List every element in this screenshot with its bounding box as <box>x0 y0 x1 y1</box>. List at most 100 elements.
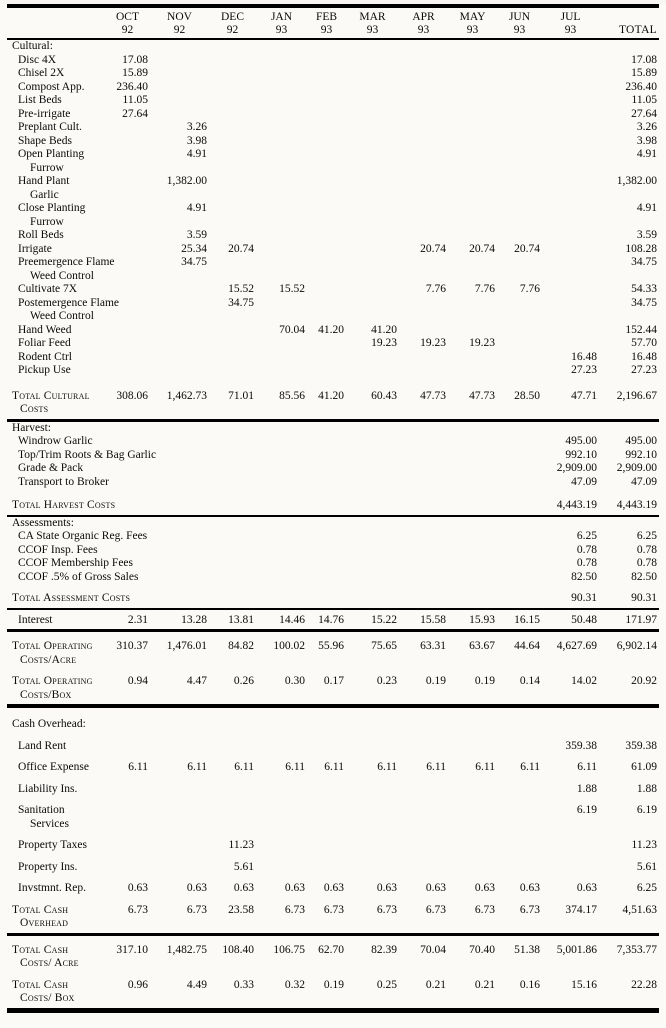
amount-cell: 15.22 <box>346 608 399 632</box>
amount-cell <box>399 94 448 108</box>
amount-cell: 100.02 <box>273 640 305 652</box>
amount-cell <box>150 489 209 517</box>
amount-cell: 0.63 <box>519 882 540 894</box>
amount-cell <box>448 202 497 229</box>
amount-cell <box>209 135 256 149</box>
amount-cell <box>448 256 497 283</box>
amount-cell <box>448 351 497 365</box>
amount-cell: 0.78 <box>636 543 657 556</box>
amount-cell <box>346 108 399 122</box>
amount-cell <box>448 108 497 122</box>
amount-cell <box>399 67 448 81</box>
amount-cell: 0.63 <box>323 882 344 894</box>
amount-cell <box>256 297 307 324</box>
amount-cell <box>542 337 599 351</box>
amount-cell <box>150 449 209 463</box>
amount-cell <box>542 121 599 135</box>
amount-cell <box>497 202 542 229</box>
amount-cell: 5,001.86 <box>556 943 597 956</box>
amount-cell <box>256 516 307 531</box>
row-label: Irrigate <box>18 242 52 255</box>
amount-cell <box>346 853 399 875</box>
row-label: Cultural: <box>12 40 53 52</box>
row-label: Property Taxes <box>18 839 87 851</box>
row-label: Grade & Pack <box>18 462 84 474</box>
row-label: Harvest: <box>12 421 51 434</box>
amount-cell: 0.63 <box>233 882 254 894</box>
row-label: Total Cash Overhead <box>7 895 105 936</box>
amount-cell <box>399 853 448 875</box>
amount-cell <box>542 831 599 853</box>
amount-cell <box>448 175 497 202</box>
total-row: Total Harvest Costs 4,443.19 4,443.19 <box>7 489 659 517</box>
amount-cell: 152.44 <box>625 323 657 336</box>
amount-cell: 14.76 <box>307 608 346 632</box>
amount-cell <box>542 67 599 81</box>
amount-cell <box>542 202 599 229</box>
amount-cell <box>448 516 497 531</box>
amount-cell: 63.31 <box>420 640 446 652</box>
amount-cell: 3.26 <box>186 121 207 133</box>
amount-cell: 11.05 <box>122 94 148 106</box>
amount-cell <box>346 135 399 149</box>
section-row: Cash Overhead: <box>7 706 659 732</box>
amount-cell <box>307 351 346 365</box>
amount-cell <box>399 584 448 610</box>
amount-cell <box>209 449 256 463</box>
amount-cell <box>209 94 256 108</box>
amount-cell <box>497 324 542 338</box>
amount-cell <box>150 462 209 476</box>
month-column-header: MAR 93 <box>346 4 399 40</box>
amount-cell: 6.73 <box>399 895 448 936</box>
row-label: CCOF Insp. Fees <box>18 543 98 556</box>
amount-cell: 1.88 <box>636 782 657 795</box>
amount-cell <box>256 54 307 68</box>
amount-cell <box>346 202 399 229</box>
amount-cell <box>209 516 256 531</box>
amount-cell: 2,196.67 <box>599 377 659 422</box>
row-label: Total Operating Costs/Acre <box>12 640 93 666</box>
amount-cell <box>448 571 497 585</box>
amount-cell <box>399 175 448 202</box>
row-label: Open Planting Furrow <box>18 148 85 174</box>
amount-cell <box>307 94 346 108</box>
amount-cell: 50.48 <box>542 608 599 632</box>
amount-cell <box>150 81 209 95</box>
amount-cell <box>448 853 497 875</box>
amount-cell: 6.73 <box>497 895 542 936</box>
amount-cell <box>497 337 542 351</box>
amount-cell <box>105 135 150 149</box>
amount-cell <box>542 81 599 95</box>
amount-cell <box>399 796 448 831</box>
amount-cell <box>448 324 497 338</box>
amount-cell: 75.65 <box>371 640 397 652</box>
amount-cell <box>209 530 256 544</box>
amount-cell <box>346 544 399 558</box>
amount-cell <box>448 544 497 558</box>
amount-cell <box>497 584 542 610</box>
amount-cell: 6.11 <box>285 761 305 773</box>
amount-cell <box>209 256 256 283</box>
amount-cell <box>209 706 256 732</box>
amount-cell: 3.98 <box>186 134 207 147</box>
amount-cell <box>209 351 256 365</box>
amount-cell <box>150 67 209 81</box>
row-label: Shape Beds <box>18 134 72 147</box>
amount-cell <box>542 324 599 338</box>
item-row: Land Rent 359.38 359.38 <box>7 732 659 754</box>
amount-cell: 4.47 <box>150 667 209 708</box>
amount-cell: 82.50 <box>571 570 597 583</box>
row-label: Foliar Feed <box>18 337 71 349</box>
amount-cell <box>256 796 307 831</box>
amount-cell: 4.49 <box>150 970 209 1013</box>
row-label: Total Assessment Costs <box>7 584 130 610</box>
row-label: Total Cash Costs/ Acre <box>12 943 79 970</box>
amount-cell <box>346 775 399 797</box>
amount-cell: 374.17 <box>542 895 599 936</box>
row-label: Assessments: <box>12 516 74 529</box>
amount-cell: 4,443.19 <box>542 489 599 517</box>
amount-cell: 6.11 <box>475 761 495 773</box>
amount-cell <box>105 706 150 732</box>
amount-cell <box>399 256 448 283</box>
amount-cell <box>307 229 346 243</box>
